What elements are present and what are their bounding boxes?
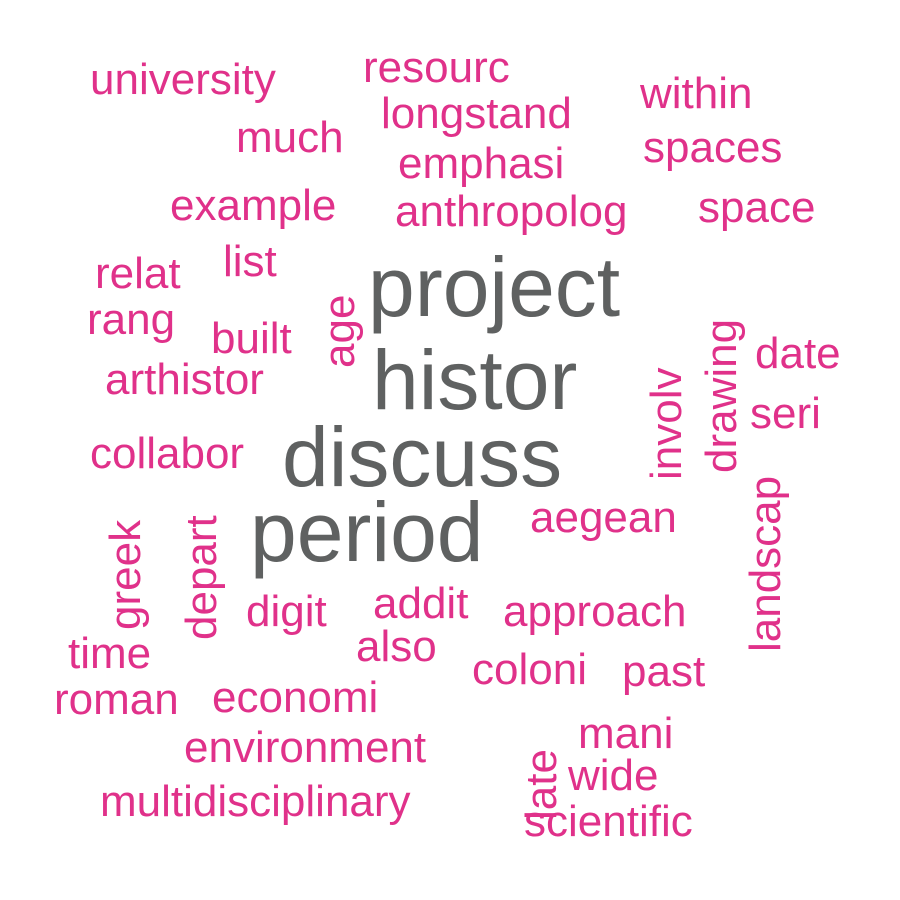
word-rang: rang xyxy=(87,295,176,344)
word-much: much xyxy=(236,113,344,162)
word-drawing: drawing xyxy=(697,318,746,473)
word-longstand: longstand xyxy=(381,89,572,138)
word-greek: greek xyxy=(101,519,150,630)
word-roman: roman xyxy=(54,675,179,724)
word-mani: mani xyxy=(578,709,674,758)
word-project: project xyxy=(368,240,621,334)
word-involv: involv xyxy=(642,367,691,481)
word-age: age xyxy=(315,294,364,368)
word-histor: histor xyxy=(372,333,578,427)
word-space: space xyxy=(698,183,816,232)
word-discuss: discuss xyxy=(282,410,563,504)
word-university: university xyxy=(90,55,276,104)
word-list: list xyxy=(223,237,277,286)
word-arthistor: arthistor xyxy=(105,355,264,404)
word-scientific: scientific xyxy=(524,797,693,846)
word-addit: addit xyxy=(373,579,469,628)
word-seri: seri xyxy=(750,389,821,438)
word-date: date xyxy=(755,329,841,378)
word-collabor: collabor xyxy=(90,429,245,478)
word-resourc: resourc xyxy=(363,43,510,92)
word-period: period xyxy=(250,485,484,579)
word-within: within xyxy=(640,69,753,118)
word-example: example xyxy=(170,181,337,230)
word-relat: relat xyxy=(95,249,181,298)
word-built: built xyxy=(211,314,292,363)
word-wide: wide xyxy=(568,751,659,800)
word-time: time xyxy=(68,629,152,678)
word-spaces: spaces xyxy=(643,123,783,172)
word-emphasi: emphasi xyxy=(398,139,565,188)
word-coloni: coloni xyxy=(472,645,587,694)
word-economi: economi xyxy=(212,673,379,722)
word-depart: depart xyxy=(177,515,226,640)
word-landscap: landscap xyxy=(741,475,790,652)
word-also: also xyxy=(356,622,437,671)
word-environment: environment xyxy=(184,723,427,772)
word-anthropolog: anthropolog xyxy=(395,187,628,236)
word-approach: approach xyxy=(503,587,687,636)
word-multidisciplinary: multidisciplinary xyxy=(100,777,411,826)
word-aegean: aegean xyxy=(530,493,677,542)
word-past: past xyxy=(622,647,706,696)
word-digit: digit xyxy=(246,587,327,636)
